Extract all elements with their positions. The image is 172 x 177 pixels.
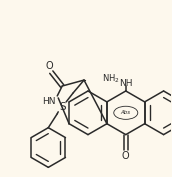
Text: HN: HN — [42, 97, 56, 106]
Text: O: O — [45, 61, 53, 71]
Text: O: O — [122, 152, 130, 161]
Text: Abs: Abs — [121, 110, 131, 115]
Text: NH: NH — [119, 79, 133, 88]
Text: NH$_2$: NH$_2$ — [102, 73, 119, 85]
Text: S: S — [59, 102, 66, 112]
